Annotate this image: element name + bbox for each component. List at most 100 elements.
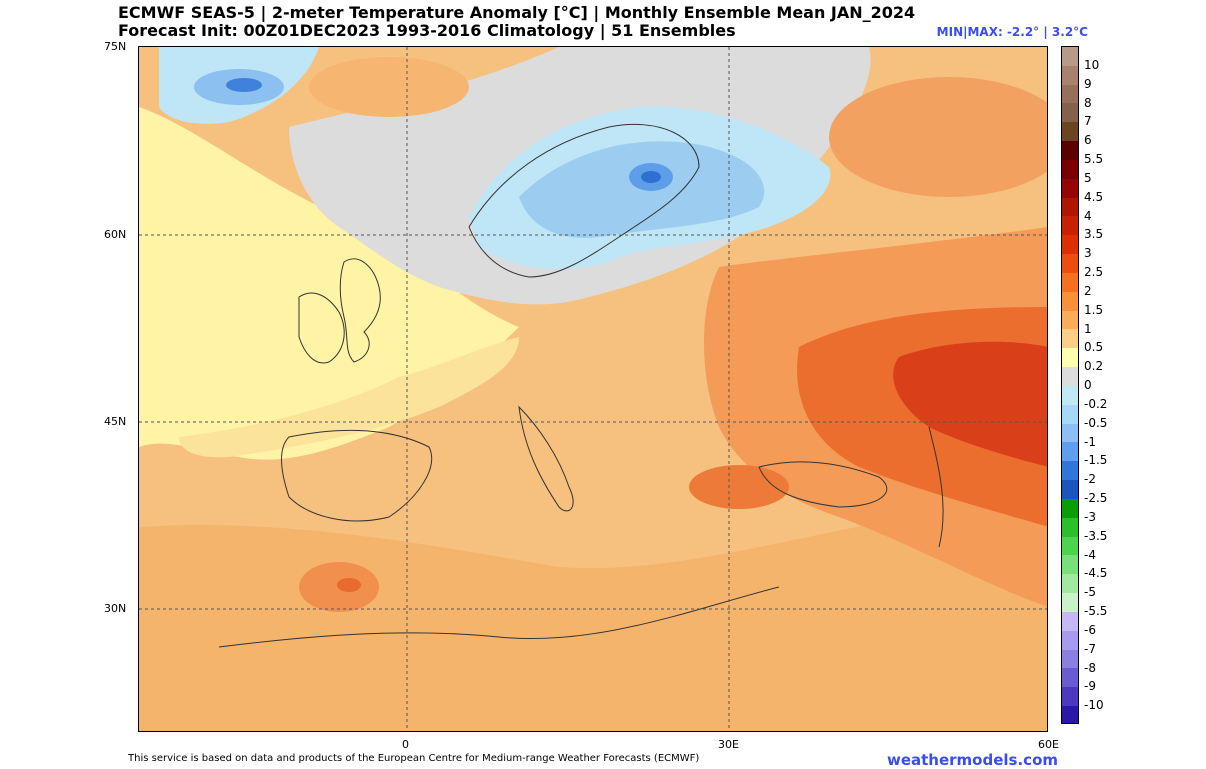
color-scale-labels: 10 9 8 7 6 5.5 5 4.5 4 3.5 3 2.5 2 1.5 1 0.5 0.2 0 -0.2 -0.… (1084, 46, 1144, 724)
lat-label-75n: 75N (104, 40, 127, 53)
color-scale-segment (1062, 197, 1078, 217)
scandinavia-cold-center (641, 171, 661, 183)
color-scale-label: -2 (1084, 472, 1096, 487)
color-scale-label: -8 (1084, 660, 1096, 675)
color-scale-segment (1062, 630, 1078, 650)
north-africa-coast (218, 586, 780, 648)
color-scale-label: 2.5 (1084, 265, 1104, 279)
lon-label-60e: 60E (1038, 738, 1059, 751)
color-scale-segment (1062, 84, 1078, 104)
color-scale-label: 1.5 (1084, 302, 1104, 317)
color-scale-label: 8 (1084, 95, 1092, 110)
lat-label-60n: 60N (104, 228, 127, 241)
greenland-sea-core (226, 78, 262, 92)
iberia-coast (281, 429, 433, 522)
color-scale-segment (1062, 649, 1078, 669)
color-scale-label: 4.5 (1084, 189, 1104, 204)
color-scale-segment (1062, 235, 1078, 255)
color-scale-segment (1062, 348, 1078, 368)
color-scale-label: -0.2 (1084, 396, 1108, 411)
map-title: ECMWF SEAS-5 | 2-meter Temperature Anoma… (118, 4, 915, 40)
scandinavia-coast (468, 123, 700, 278)
color-scale-segment (1062, 498, 1078, 518)
color-scale-label: -4 (1084, 547, 1096, 562)
ireland-coast (298, 292, 345, 364)
color-scale-segment (1062, 47, 1078, 66)
color-scale-segment (1062, 517, 1078, 537)
color-scale-segment (1062, 178, 1078, 198)
color-scale-label: -7 (1084, 641, 1096, 656)
color-scale-bar (1061, 46, 1079, 724)
color-scale-label: 0.2 (1084, 359, 1104, 374)
color-scale-label: -5 (1084, 585, 1096, 600)
color-scale-label: 1 (1084, 321, 1092, 336)
color-scale-segment (1062, 310, 1078, 330)
caspian-coast (928, 426, 944, 548)
color-scale-label: -3 (1084, 509, 1096, 524)
color-scale-segment (1062, 141, 1078, 160)
lon-label-30e: 30E (718, 738, 739, 751)
color-scale-segment (1062, 423, 1078, 443)
color-scale-segment (1062, 442, 1078, 462)
color-scale-label: 10 (1084, 57, 1100, 72)
lat-label-30n: 30N (104, 602, 127, 615)
color-scale-label: -0.5 (1084, 415, 1108, 430)
color-scale-segment (1062, 668, 1078, 688)
title-line-2: Forecast Init: 00Z01DEC2023 1993-2016 Cl… (118, 21, 736, 40)
color-scale-label: -2.5 (1084, 491, 1108, 505)
color-scale-segment (1062, 122, 1078, 142)
south-orange-field (139, 497, 1047, 731)
color-scale-label: -1.5 (1084, 453, 1108, 468)
color-scale-segment (1062, 555, 1078, 575)
britain-coast (339, 258, 381, 363)
color-scale-segment (1062, 385, 1078, 405)
color-scale-segment (1062, 367, 1078, 386)
color-scale-segment (1062, 536, 1078, 556)
color-scale-label: 0 (1084, 378, 1092, 392)
color-scale-label: 0.5 (1084, 340, 1104, 355)
color-scale-segment (1062, 705, 1078, 723)
color-scale-segment (1062, 65, 1078, 85)
norwegian-sea-warm (309, 57, 469, 117)
title-line-1: ECMWF SEAS-5 | 2-meter Temperature Anoma… (118, 3, 916, 22)
morocco-warm-core (337, 578, 361, 592)
color-scale-segment (1062, 480, 1078, 499)
color-scale-label: 5.5 (1084, 152, 1104, 166)
color-scale-label: -6 (1084, 622, 1096, 637)
color-scale-segment (1062, 611, 1078, 631)
color-scale-label: 2 (1084, 283, 1092, 298)
arctic-russia-warm (829, 77, 1047, 197)
brand-link[interactable]: weathermodels.com (886, 751, 1058, 769)
color-scale-label: -10 (1084, 698, 1104, 713)
color-scale-label: 4 (1084, 208, 1092, 223)
color-scale-segment (1062, 272, 1078, 292)
black-sea-coast (758, 461, 888, 508)
color-scale-segment (1062, 687, 1078, 706)
italy-coast (518, 405, 574, 512)
western-europe-mild (179, 337, 519, 458)
color-scale-segment (1062, 461, 1078, 481)
color-scale-segment (1062, 159, 1078, 179)
color-scale-label: -3.5 (1084, 528, 1108, 543)
color-scale-label: -1 (1084, 434, 1096, 449)
color-scale-label: 6 (1084, 133, 1092, 148)
color-scale-label: -4.5 (1084, 566, 1108, 581)
color-scale-label: 7 (1084, 114, 1092, 129)
attribution-text: This service is based on data and produc… (128, 753, 700, 764)
coastlines (218, 123, 944, 648)
color-scale-segment (1062, 103, 1078, 123)
color-scale-label: 3 (1084, 246, 1092, 261)
color-scale-label: 9 (1084, 76, 1092, 91)
color-scale-segment (1062, 254, 1078, 273)
graticule (139, 47, 1047, 731)
color-scale-segment (1062, 574, 1078, 594)
color-scale-segment (1062, 329, 1078, 349)
color-scale-label: -5.5 (1084, 604, 1108, 618)
color-scale-segment (1062, 404, 1078, 424)
kazakhstan-red (893, 341, 1047, 467)
color-scale-segment (1062, 291, 1078, 311)
lon-label-0: 0 (402, 738, 409, 751)
lat-label-45n: 45N (104, 415, 127, 428)
color-scale-segment (1062, 216, 1078, 236)
anomaly-map-svg (139, 47, 1047, 731)
